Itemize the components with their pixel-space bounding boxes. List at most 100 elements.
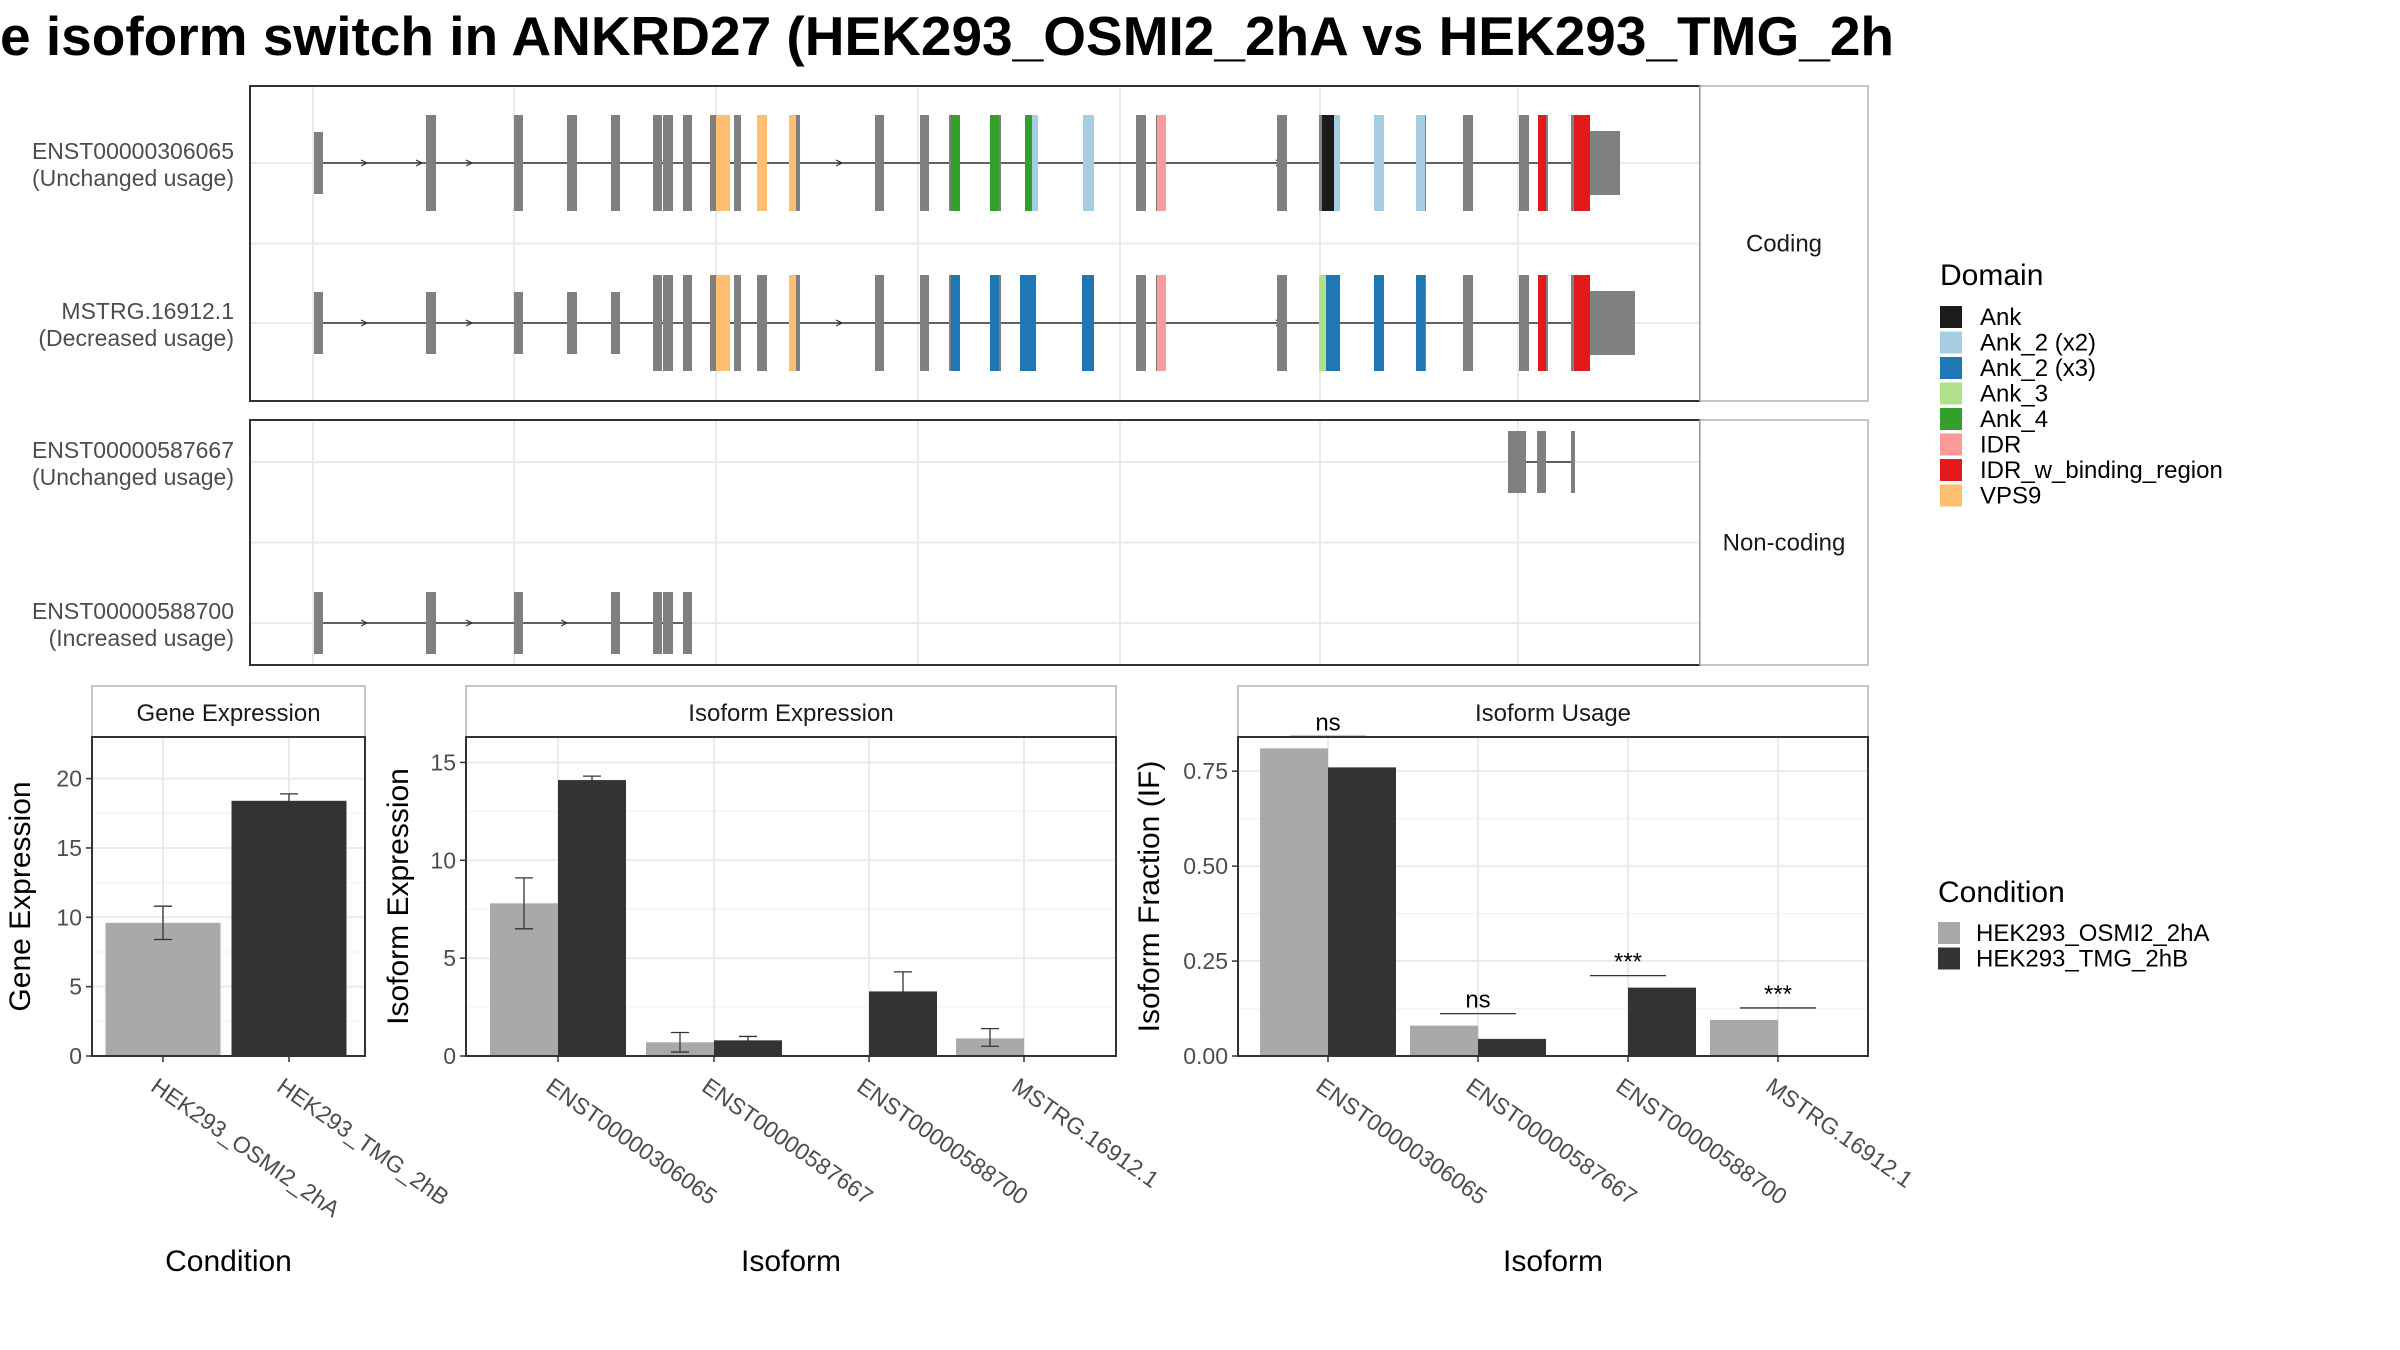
exon-block <box>514 592 523 654</box>
exon-block <box>875 275 884 371</box>
bar <box>1410 1025 1478 1056</box>
error-bar <box>154 905 172 941</box>
legend-key <box>1940 357 1962 379</box>
exon-block <box>875 115 884 211</box>
x-tick-label: ENST00000587667 <box>697 1073 877 1210</box>
domain-idr-w-binding-region <box>1574 115 1590 211</box>
facet-coding: ENST00000306065(Unchanged usage) MSTRG.16… <box>32 85 1869 402</box>
bar <box>1628 987 1696 1056</box>
y-axis-title: Isoform Expression <box>382 768 415 1025</box>
domain-ank <box>1322 115 1334 211</box>
error-bar <box>671 1031 689 1053</box>
x-tick-label: ENST00000306065 <box>541 1073 721 1210</box>
legend-label: Ank_3 <box>1980 381 2048 408</box>
exon-block <box>683 592 692 654</box>
domain-ank-2-x2- <box>1374 115 1384 211</box>
x-tick-label: MSTRG.16912.1 <box>1007 1073 1163 1193</box>
facet-strip <box>91 685 366 738</box>
facet-strip <box>1237 685 1869 738</box>
bar <box>1328 767 1396 1056</box>
domain-ank-2-x2- <box>1032 115 1038 211</box>
domain-ank-2-x2- <box>1416 115 1425 211</box>
direction-arrow <box>465 159 474 167</box>
direction-arrow <box>465 619 474 627</box>
legend-key <box>1938 922 1960 944</box>
y-tick-label: 15 <box>430 749 456 775</box>
x-tick-label: MSTRG.16912.1 <box>1761 1073 1917 1193</box>
legend-key <box>1938 947 1960 970</box>
transcript-MSTRG.16912.1: MSTRG.16912.1(Decreased usage) <box>38 275 1635 371</box>
x-axis-title: Condition <box>165 1245 292 1278</box>
panel-border <box>465 736 1117 1057</box>
domain-idr <box>1157 115 1166 211</box>
panel-border <box>91 736 366 1057</box>
transcript-ENST00000587667: ENST00000587667(Unchanged usage) <box>32 431 1575 493</box>
y-tick-label: 0.75 <box>1183 758 1228 784</box>
domain-ank-2-x3- <box>1416 275 1425 371</box>
y-tick-label: 15 <box>56 835 82 861</box>
transcript-id-label: MSTRG.16912.1 <box>61 298 234 324</box>
bar <box>231 800 347 1056</box>
chart-title: Isoform Expression <box>688 700 893 727</box>
domain-ank-2-x3- <box>1020 275 1036 371</box>
domain-vps9 <box>789 115 796 211</box>
legend-key <box>1940 306 1962 328</box>
facet-strip <box>1699 419 1869 666</box>
direction-arrow <box>415 159 424 167</box>
y-tick-label: 10 <box>430 847 456 873</box>
legend-key <box>1940 433 1962 456</box>
legend-label: IDR_w_binding_region <box>1980 457 2223 484</box>
bar <box>558 780 626 1056</box>
significance-label: ns <box>1315 709 1340 736</box>
exon-block <box>426 292 436 354</box>
exon-block <box>514 292 523 354</box>
domain-ank-2-x2- <box>1334 115 1340 211</box>
x-axis-title: Isoform <box>1503 1245 1603 1278</box>
exon-block <box>1508 431 1526 493</box>
y-tick-label: 0.25 <box>1183 948 1228 974</box>
exon-block <box>663 592 673 654</box>
bar <box>714 1040 782 1056</box>
facet-strip-label: Coding <box>1746 231 1822 258</box>
y-tick-label: 5 <box>443 945 456 971</box>
legend-label: Ank_2 (x2) <box>1980 330 2096 357</box>
bar <box>105 922 221 1056</box>
direction-arrow <box>360 319 369 327</box>
exon-block <box>1277 275 1287 371</box>
transcript-id-label: ENST00000587667 <box>32 437 234 463</box>
y-tick-label: 10 <box>56 904 82 930</box>
domain-ank-2-x3- <box>990 275 999 371</box>
legend-label: HEK293_OSMI2_2hA <box>1976 920 2209 947</box>
y-tick-label: 0 <box>443 1043 456 1069</box>
chart-isoform-expression: Isoform Expression ENST00000306065ENST000… <box>382 685 1164 1278</box>
legend-label: Ank_4 <box>1980 406 2048 433</box>
exon-block <box>314 132 323 194</box>
error-bar <box>739 1035 757 1045</box>
exon-block <box>1590 131 1620 195</box>
exon-block <box>1519 115 1529 211</box>
direction-arrow <box>560 619 569 627</box>
direction-arrow <box>835 319 844 327</box>
exon-block <box>653 592 662 654</box>
exon-block <box>653 115 662 211</box>
legend-title: Domain <box>1940 259 2043 292</box>
facet-strip <box>1699 85 1869 402</box>
chart-isoform-usage: Isoform UsageENST00000306065ENST00000587… <box>1133 685 1918 1278</box>
exon-block <box>653 275 662 371</box>
domain-ank-2-x2- <box>1083 115 1094 211</box>
legend-label: HEK293_TMG_2hB <box>1976 946 2188 973</box>
error-bar <box>515 877 533 930</box>
domain-idr-w-binding-region <box>1538 115 1546 211</box>
y-axis-title: Isoform Fraction (IF) <box>1133 761 1166 1033</box>
significance-label: ns <box>1465 987 1490 1014</box>
exon-block <box>1136 115 1146 211</box>
domain-ank-2-x3- <box>1326 275 1334 371</box>
error-bar <box>583 775 601 785</box>
transcript-ENST00000306065: ENST00000306065(Unchanged usage) <box>32 115 1620 211</box>
domain-ank-2-x3- <box>951 275 960 371</box>
direction-arrow <box>360 159 369 167</box>
exon-block <box>611 115 620 211</box>
